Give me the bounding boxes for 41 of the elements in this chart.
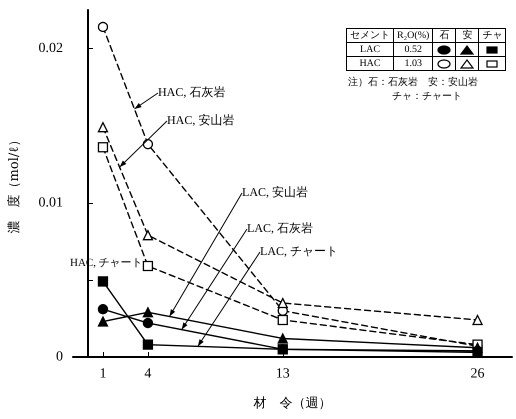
x-tick-label: 13 bbox=[276, 366, 290, 382]
x-tick-label: 26 bbox=[470, 366, 485, 382]
text: HAC, 安山岩 bbox=[167, 112, 234, 129]
text: HAC, 石灰岩 bbox=[158, 84, 226, 101]
point bbox=[142, 318, 154, 328]
y-tick-label: 0.02 bbox=[38, 41, 63, 56]
point bbox=[142, 260, 154, 272]
point bbox=[142, 230, 154, 240]
point bbox=[98, 142, 108, 152]
point bbox=[278, 344, 288, 354]
x-tick-label: 4 bbox=[144, 366, 152, 382]
y-tick-label: 0.01 bbox=[38, 195, 63, 210]
annotation: 注）石：石灰岩 安：安山岩 bbox=[348, 76, 478, 89]
x-tick-label: 1 bbox=[99, 366, 106, 382]
point bbox=[98, 276, 108, 287]
point bbox=[98, 304, 108, 314]
point bbox=[142, 340, 154, 350]
point bbox=[472, 314, 483, 326]
annotation: 1.03 bbox=[394, 56, 433, 70]
annotation: チャ bbox=[478, 28, 506, 42]
annotation: R₂O(%) bbox=[394, 28, 433, 42]
text: LAC, チャート bbox=[260, 243, 338, 260]
point bbox=[278, 298, 288, 308]
annotation: 安 bbox=[456, 28, 479, 42]
text: LAC, 安山岩 bbox=[242, 184, 308, 201]
point bbox=[98, 22, 108, 32]
point bbox=[98, 316, 108, 327]
annotation: 石 bbox=[432, 28, 456, 42]
point bbox=[278, 314, 288, 326]
y-axis-title: 濃 度（mol/ℓ） bbox=[6, 134, 22, 234]
x-axis-title: 材 令（週） bbox=[252, 396, 332, 411]
point bbox=[98, 122, 108, 132]
point bbox=[142, 307, 154, 318]
annotation: チャ：チャート bbox=[392, 90, 462, 103]
y-tick-label: 0 bbox=[56, 350, 63, 364]
point bbox=[278, 333, 288, 344]
annotation: LAC bbox=[346, 42, 394, 56]
text: LAC, 石灰岩 bbox=[247, 220, 313, 237]
annotation: セメント bbox=[346, 28, 394, 42]
annotation: HAC bbox=[346, 56, 394, 70]
annotation: 0.52 bbox=[394, 42, 433, 56]
